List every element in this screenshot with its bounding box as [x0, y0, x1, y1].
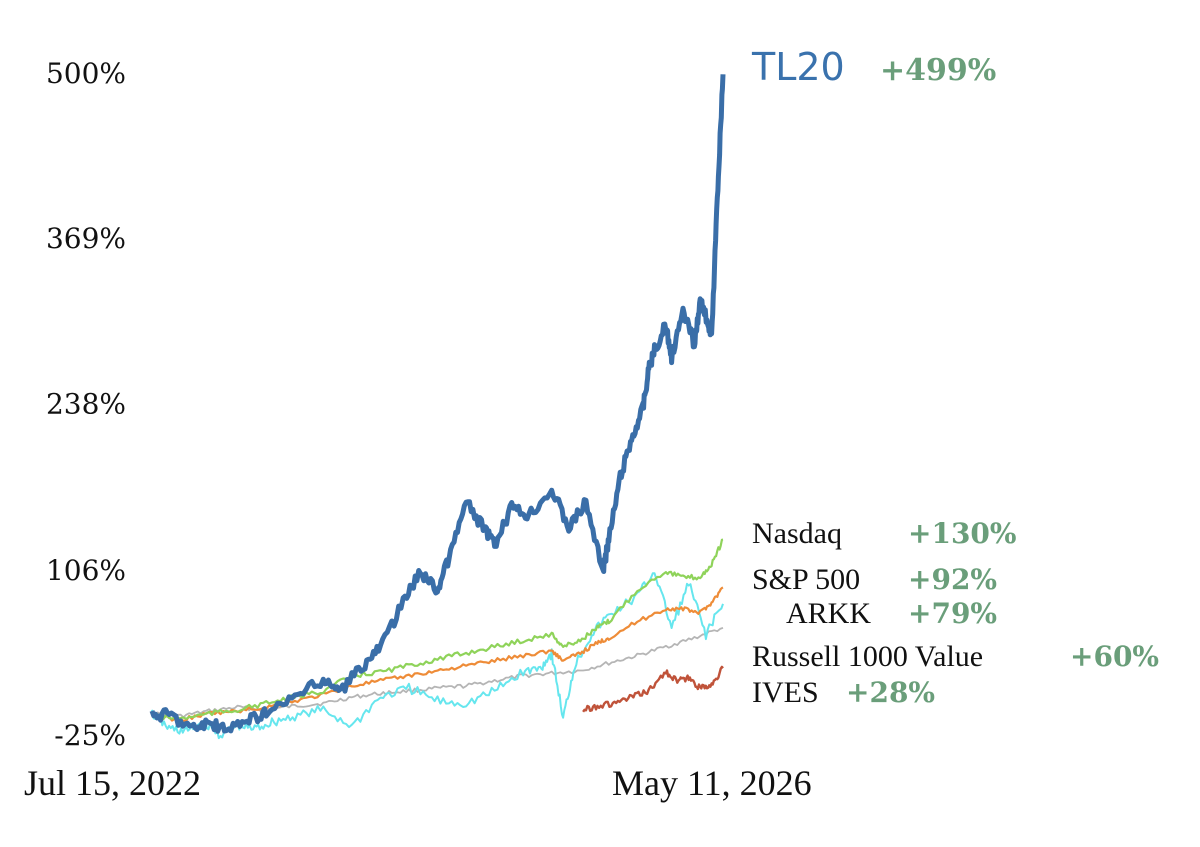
- series-return-tl20: +499%: [880, 53, 996, 88]
- y-tick-label: 369%: [46, 222, 126, 255]
- y-tick-label: 500%: [46, 57, 126, 90]
- series-labels: TL20 +499% Nasdaq +130% S&P 500 +92% ARKK +79% R…: [751, 45, 1159, 709]
- series-line-tl20: [149, 74, 726, 734]
- series-name-russell-1000-value: Russell 1000 Value: [752, 640, 983, 673]
- series-line-russell-1000-value: [151, 626, 724, 719]
- series-line-ives: [582, 665, 724, 713]
- series-lines: [149, 74, 726, 740]
- series-return-arkk: +79%: [908, 597, 997, 630]
- series-name-tl20: TL20: [751, 45, 845, 89]
- y-tick-label: 106%: [46, 554, 126, 587]
- series-return-s-p-500: +92%: [908, 563, 997, 596]
- x-tick-end: May 11, 2026: [612, 763, 812, 803]
- series-return-ives: +28%: [846, 676, 935, 709]
- series-return-russell-1000-value: +60%: [1070, 640, 1159, 673]
- series-name-arkk: ARKK: [786, 597, 871, 630]
- y-axis: 500% 369% 238% 106% -25%: [46, 57, 126, 752]
- series-name-ives: IVES: [752, 676, 819, 709]
- series-return-nasdaq: +130%: [908, 517, 1017, 550]
- x-tick-start: Jul 15, 2022: [24, 763, 201, 803]
- series-line-arkk: [151, 572, 724, 740]
- x-axis: Jul 15, 2022 May 11, 2026: [24, 763, 812, 803]
- series-name-nasdaq: Nasdaq: [752, 517, 842, 550]
- series-name-s-p-500: S&P 500: [752, 563, 860, 596]
- series-line-nasdaq: [151, 538, 724, 721]
- y-tick-label: 238%: [46, 387, 126, 420]
- y-tick-label: -25%: [54, 719, 126, 752]
